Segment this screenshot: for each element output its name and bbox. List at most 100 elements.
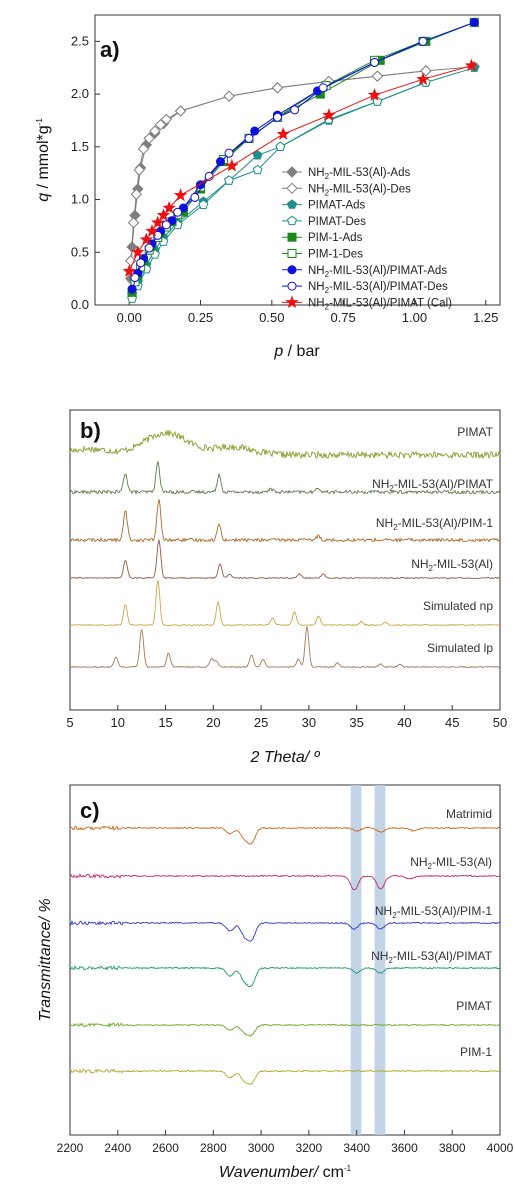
data-point-a: [252, 150, 263, 160]
xrd-trace-line: [69, 626, 501, 669]
legend-label-a: NH2-MIL-53(Al)-Des: [308, 183, 411, 197]
data-point-a: [156, 208, 171, 222]
x-tick-label-b: 10: [111, 715, 125, 730]
series-a-2: [127, 62, 480, 299]
series-a-5: [130, 36, 428, 287]
data-point-a: [173, 188, 188, 202]
y-tick-label-a: 2.5: [71, 33, 89, 48]
data-point-a: [322, 108, 336, 121]
y-tick-label-a: 1.0: [71, 192, 89, 207]
legend-marker-a: [287, 199, 297, 209]
legend-a: NH2-MIL-53(Al)-Ads NH2-MIL-53(Al)-Des PIMA…: [282, 166, 452, 311]
data-point-a: [224, 148, 234, 158]
data-point-a: [143, 132, 155, 145]
plot-frame-b: [69, 409, 501, 711]
series-line-a: [131, 21, 475, 290]
legend-marker-a: [286, 166, 298, 178]
xrd-trace-label: Simulated np: [423, 599, 493, 613]
ftir-trace-line: [69, 964, 501, 988]
x-tick-label-a: 1.25: [473, 310, 498, 325]
series-line-a: [128, 65, 472, 272]
data-point-a: [161, 220, 171, 230]
y-axis-label-a: q / mmol*g-1: [35, 118, 52, 202]
series-a-0: [124, 60, 481, 285]
x-tick-label-c: 2400: [104, 1141, 131, 1155]
data-point-a: [174, 105, 187, 117]
data-point-a: [127, 284, 137, 294]
xrd-trace-label: NH2-MIL-53(Al)/PIMAT: [372, 477, 494, 493]
plot-frame-c: [69, 784, 501, 1136]
legend-marker-a: [285, 295, 299, 309]
xrd-trace-1: NH2-MIL-53(Al)/PIMAT: [69, 461, 501, 495]
data-point-a: [252, 164, 263, 175]
series-line-a: [130, 66, 475, 279]
data-point-a: [271, 82, 284, 94]
data-point-a: [370, 57, 380, 67]
data-point-a: [367, 88, 382, 101]
data-point-a: [215, 157, 225, 167]
y-axis-label-c: Transmittance/ %: [37, 898, 54, 1021]
legend-label-a: PIM-1-Des: [308, 249, 363, 261]
data-point-a: [162, 201, 176, 214]
highlight-band: [374, 785, 386, 1135]
data-point-a: [224, 175, 234, 185]
legend-marker-a: [287, 281, 297, 291]
ftir-trace-line: [69, 873, 501, 890]
x-tick-label-b: 35: [349, 715, 363, 730]
x-tick-label-b: 40: [397, 715, 411, 730]
x-tick-label-a: 0.00: [117, 310, 142, 325]
series-a-6: [127, 17, 479, 294]
data-point-a: [416, 72, 430, 86]
data-point-a: [198, 199, 209, 209]
x-tick-label-a: 0.50: [259, 310, 284, 325]
xrd-trace-4: Simulated np: [69, 579, 501, 627]
xrd-trace-label: PIMAT: [457, 425, 493, 439]
ftir-trace-label: NH2-MIL-53(Al)/PIMAT: [371, 949, 493, 965]
legend-label-a: PIM-1-Ads: [308, 232, 363, 244]
data-point-a: [276, 127, 290, 140]
x-tick-label-c: 3400: [343, 1141, 370, 1155]
ftir-trace-line: [69, 1022, 501, 1037]
ftir-trace-label: Matrimid: [446, 807, 492, 821]
xrd-trace-5: Simulated lp: [69, 626, 501, 669]
x-tick-label-b: 20: [206, 715, 220, 730]
x-tick-label-c: 4000: [487, 1141, 514, 1155]
data-point-a: [133, 164, 145, 176]
data-point-a: [190, 192, 200, 202]
data-point-a: [275, 141, 286, 151]
xrd-pattern-chart: PIMAT NH2-MIL-53(Al)/PIMAT NH2-MIL-53(Al)/…: [66, 409, 507, 766]
ftir-trace-3: NH2-MIL-53(Al)/PIMAT: [69, 949, 501, 988]
xrd-trace-line: [69, 579, 501, 627]
x-tick-label-a: 0.25: [188, 310, 213, 325]
ftir-trace-line: [69, 919, 501, 942]
data-point-a: [122, 264, 136, 277]
xrd-trace-label: Simulated lp: [427, 641, 493, 655]
ftir-trace-label: NH2-MIL-53(Al): [410, 855, 492, 871]
ftir-trace-line: [69, 1068, 500, 1085]
x-tick-label-b: 45: [445, 715, 459, 730]
data-point-a: [464, 58, 479, 72]
data-point-a: [418, 36, 428, 46]
xrd-trace-line: [69, 499, 501, 543]
x-tick-label-b: 30: [302, 715, 316, 730]
xrd-trace-3: NH2-MIL-53(Al): [69, 539, 501, 580]
data-point-a: [127, 217, 140, 229]
x-tick-label-c: 2200: [57, 1141, 84, 1155]
legend-label-a: NH2-MIL-53(Al)/PIMAT (Cal): [308, 297, 452, 311]
legend-label-a: PIMAT-Des: [308, 216, 366, 228]
x-tick-label-a: 0.75: [330, 310, 355, 325]
xrd-trace-line: [69, 461, 501, 495]
series-a-1: [124, 65, 432, 267]
x-tick-label-c: 2800: [200, 1141, 227, 1155]
data-point-a: [371, 70, 384, 82]
series-a-8: [122, 58, 479, 277]
legend-label-a: PIMAT-Ads: [308, 200, 366, 212]
x-tick-label-a: 1.00: [402, 310, 427, 325]
y-tick-label-a: 2.0: [71, 86, 89, 101]
x-tick-label-c: 3600: [391, 1141, 418, 1155]
ftir-trace-0: Matrimid: [69, 807, 501, 845]
data-point-a: [223, 90, 235, 102]
x-tick-label-c: 3800: [439, 1141, 466, 1155]
data-point-a: [290, 105, 300, 115]
x-axis-label-b: 2 Theta/ º: [250, 749, 321, 766]
